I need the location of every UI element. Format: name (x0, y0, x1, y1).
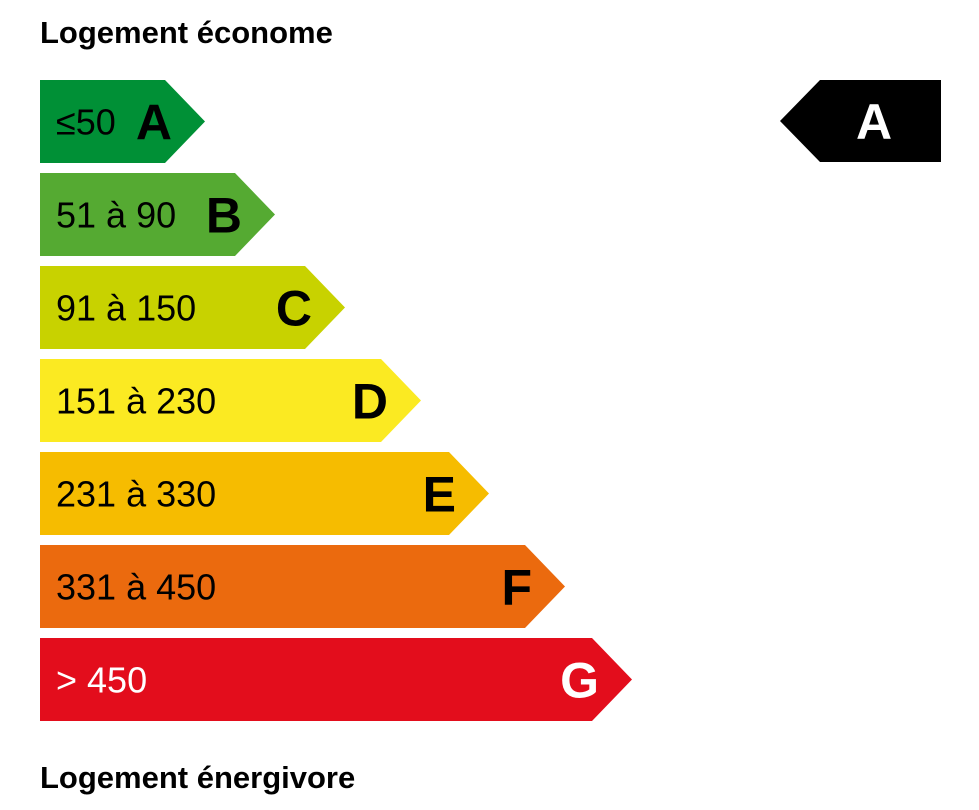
indicator-letter: A (856, 94, 892, 150)
band-arrow (40, 452, 489, 535)
band-letter: G (560, 653, 599, 709)
header-title: Logement économe (40, 15, 333, 50)
band-range: > 450 (56, 660, 147, 701)
indicator-arrow (780, 80, 941, 162)
band-range: 51 à 90 (56, 195, 176, 236)
band-range: 331 à 450 (56, 567, 216, 608)
band-range: ≤50 (56, 102, 116, 143)
band-letter: D (352, 374, 388, 430)
band-letter: F (501, 560, 532, 616)
band-range: 151 à 230 (56, 381, 216, 422)
band-letter: B (206, 188, 242, 244)
footer-title: Logement énergivore (40, 760, 355, 795)
band-arrow (40, 638, 632, 721)
band-letter: E (423, 467, 456, 523)
band-arrow (40, 545, 565, 628)
band-letter: A (136, 95, 172, 151)
band-range: 231 à 330 (56, 474, 216, 515)
band-arrow (40, 80, 205, 163)
band-letter: C (276, 281, 312, 337)
band-range: 91 à 150 (56, 288, 196, 329)
band-arrow (40, 359, 421, 442)
band-arrow (40, 173, 275, 256)
band-arrow (40, 266, 345, 349)
